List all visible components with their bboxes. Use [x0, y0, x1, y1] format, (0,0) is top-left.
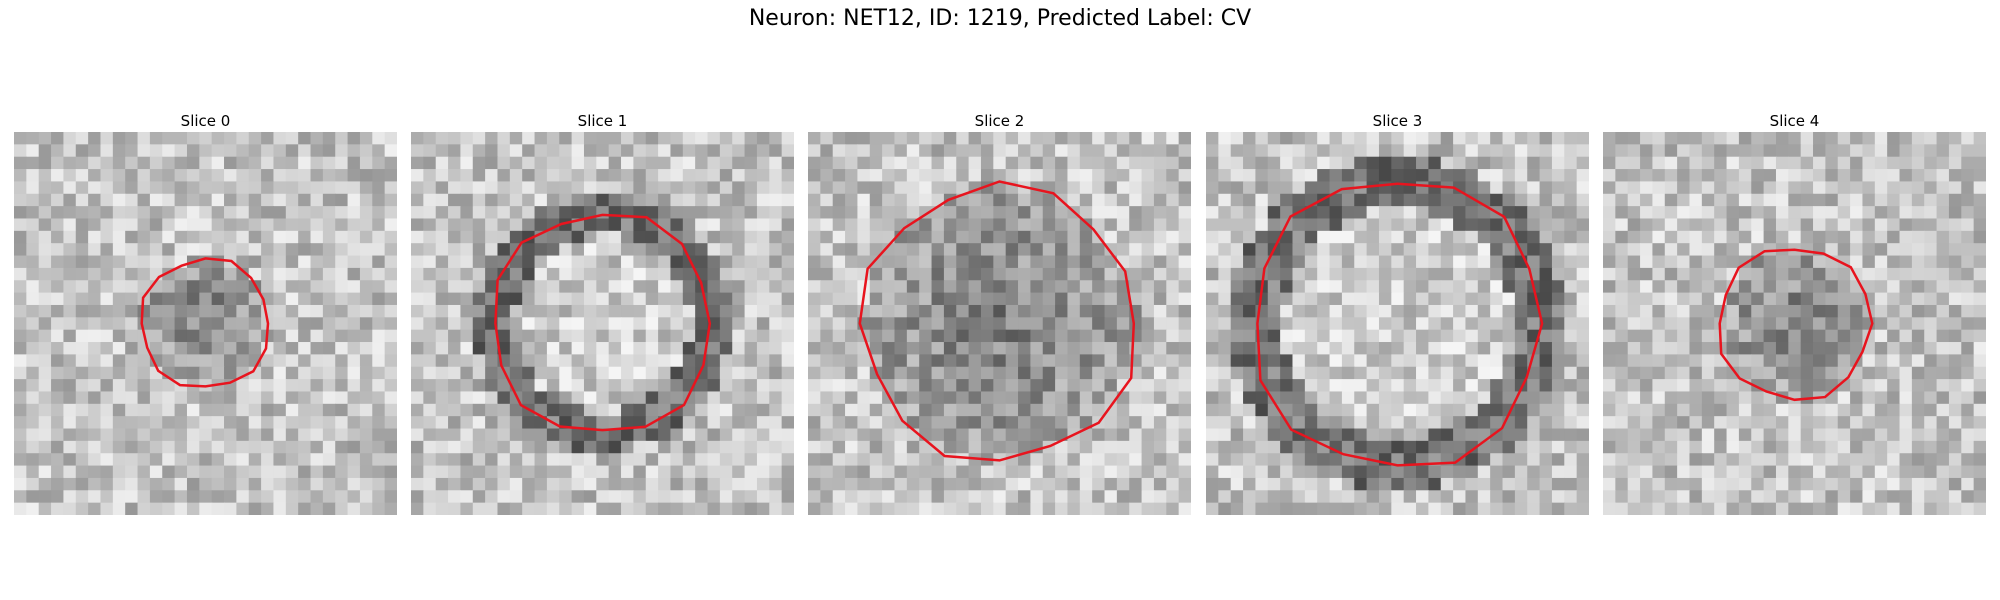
slice-image [411, 132, 794, 515]
slice-panel-0: Slice 0 [14, 110, 397, 515]
contour-outline [494, 213, 712, 432]
slice-title: Slice 4 [1769, 112, 1820, 130]
slice-title: Slice 0 [180, 112, 231, 130]
contour-outline [140, 257, 270, 388]
slice-title: Slice 2 [974, 112, 1025, 130]
slice-image [14, 132, 397, 515]
slice-panel-4: Slice 4 [1603, 110, 1986, 515]
slice-panel-3: Slice 3 [1206, 110, 1589, 515]
contour-outline [1718, 248, 1874, 402]
contour-outline [858, 180, 1136, 462]
slice-title: Slice 1 [577, 112, 628, 130]
contour-outline [1256, 182, 1544, 467]
figure-title: Neuron: NET12, ID: 1219, Predicted Label… [748, 6, 1252, 31]
slice-title: Slice 3 [1372, 112, 1423, 130]
slice-panel-1: Slice 1 [411, 110, 794, 515]
slice-image [1603, 132, 1986, 515]
slice-image [808, 132, 1191, 515]
slice-image [1206, 132, 1589, 515]
slice-panel-2: Slice 2 [808, 110, 1191, 515]
